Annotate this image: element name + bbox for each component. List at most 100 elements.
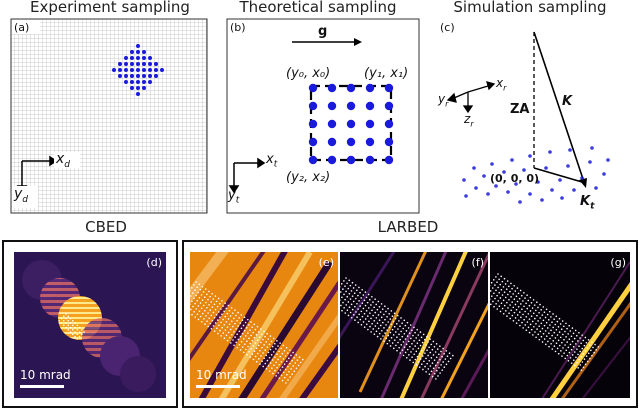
sample-dot: [560, 328, 563, 330]
sample-dot: [237, 311, 239, 314]
sample-dot: [404, 351, 407, 354]
sample-dot: [357, 321, 359, 324]
sample-dot: [422, 333, 425, 336]
sample-dot: [233, 317, 235, 320]
sample-dot: [504, 283, 507, 285]
sample-dot: [194, 289, 196, 291]
sample-dot: [362, 307, 365, 310]
sample-dot: [397, 341, 399, 344]
sample-dot: [124, 62, 128, 66]
sample-dot: [136, 74, 140, 78]
sample-dot: [570, 348, 573, 351]
bands: [541, 261, 630, 398]
sample-dot: [580, 342, 582, 345]
panel-label-a: (a): [14, 21, 30, 34]
sample-dot: [384, 83, 394, 93]
sample-dot: [229, 328, 232, 331]
sample-dot: [203, 318, 205, 320]
sample-dot: [250, 348, 253, 350]
sample-dot: [436, 348, 439, 350]
sample-dot: [571, 327, 574, 329]
lattice-dot: [590, 146, 594, 150]
sample-dot: [553, 318, 555, 321]
sample-dot: [597, 346, 600, 348]
sample-dot: [429, 365, 432, 367]
sample-dot: [588, 344, 591, 346]
lattice-dot: [572, 188, 576, 192]
sample-dot: [266, 332, 268, 335]
sample-dot: [257, 331, 260, 333]
sample-dot: [418, 339, 421, 342]
sample-dot: [223, 337, 226, 340]
sample-dot: [506, 280, 509, 282]
sample-dot: [238, 330, 241, 333]
sample-dot: [71, 319, 74, 322]
sample-dot: [358, 313, 360, 316]
sample-dot: [578, 345, 580, 348]
sample-dot: [60, 317, 63, 320]
sample-dot: [428, 346, 430, 349]
sample-dot: [268, 370, 271, 372]
title-theoretical: Theoretical sampling: [239, 0, 397, 16]
sample-dot: [234, 336, 236, 338]
sample-dot: [74, 322, 76, 324]
sample-dot: [65, 322, 67, 324]
sample-dot: [446, 355, 449, 357]
sample-dot: [372, 301, 374, 303]
sample-dot: [574, 343, 577, 345]
sample-dot: [542, 319, 545, 322]
sample-dot: [392, 347, 395, 350]
sample-dot: [406, 321, 409, 324]
sample-dot: [263, 344, 265, 346]
sample-dot: [440, 350, 442, 353]
sample-dot: [423, 360, 425, 363]
sample-dot: [410, 351, 412, 353]
sample-dot: [204, 323, 206, 325]
sample-dot: [495, 302, 497, 305]
theoretical-figure: [226, 18, 420, 214]
lattice-dot: [568, 148, 572, 152]
sample-dot: [355, 311, 357, 313]
sample-dot: [252, 331, 255, 334]
sample-dot: [194, 316, 197, 318]
sample-dot: [275, 361, 277, 364]
sample-dot: [281, 379, 284, 382]
sample-dot: [557, 339, 560, 342]
sample-dot: [357, 294, 359, 297]
sample-dot: [433, 372, 436, 375]
sample-dot: [569, 343, 572, 346]
sample-dot: [352, 287, 355, 289]
sample-dot: [432, 354, 435, 356]
sample-dot: [431, 375, 434, 378]
sample-dot: [520, 294, 523, 297]
sample-dot: [582, 366, 585, 369]
sample-dot: [521, 308, 523, 310]
sample-dot: [566, 327, 568, 330]
sample-dot: [417, 334, 420, 336]
sample-dot: [256, 352, 259, 355]
sample-dot: [556, 320, 559, 323]
sample-dot: [208, 317, 210, 320]
sample-dot: [367, 307, 370, 309]
sample-dot: [204, 309, 206, 312]
sample-dot: [224, 315, 227, 318]
sample-dot: [281, 366, 284, 368]
sample-dot: [396, 336, 398, 339]
sample-dot: [501, 280, 504, 283]
sample-dot: [505, 288, 508, 291]
sample-dot: [221, 300, 223, 302]
sample-dot: [308, 119, 318, 129]
sample-dot: [235, 328, 237, 330]
sample-dot: [440, 364, 442, 366]
sample-dot: [424, 365, 426, 368]
sample-dot: [537, 333, 540, 336]
sample-dot: [344, 298, 346, 301]
sample-dot: [533, 304, 536, 306]
axes-a: [12, 152, 80, 208]
sample-dot: [269, 335, 272, 337]
sample-dot: [416, 342, 419, 344]
sample-dot: [552, 326, 554, 329]
sample-dot: [589, 357, 591, 360]
sample-dot: [507, 307, 509, 309]
sample-dot: [327, 119, 337, 129]
